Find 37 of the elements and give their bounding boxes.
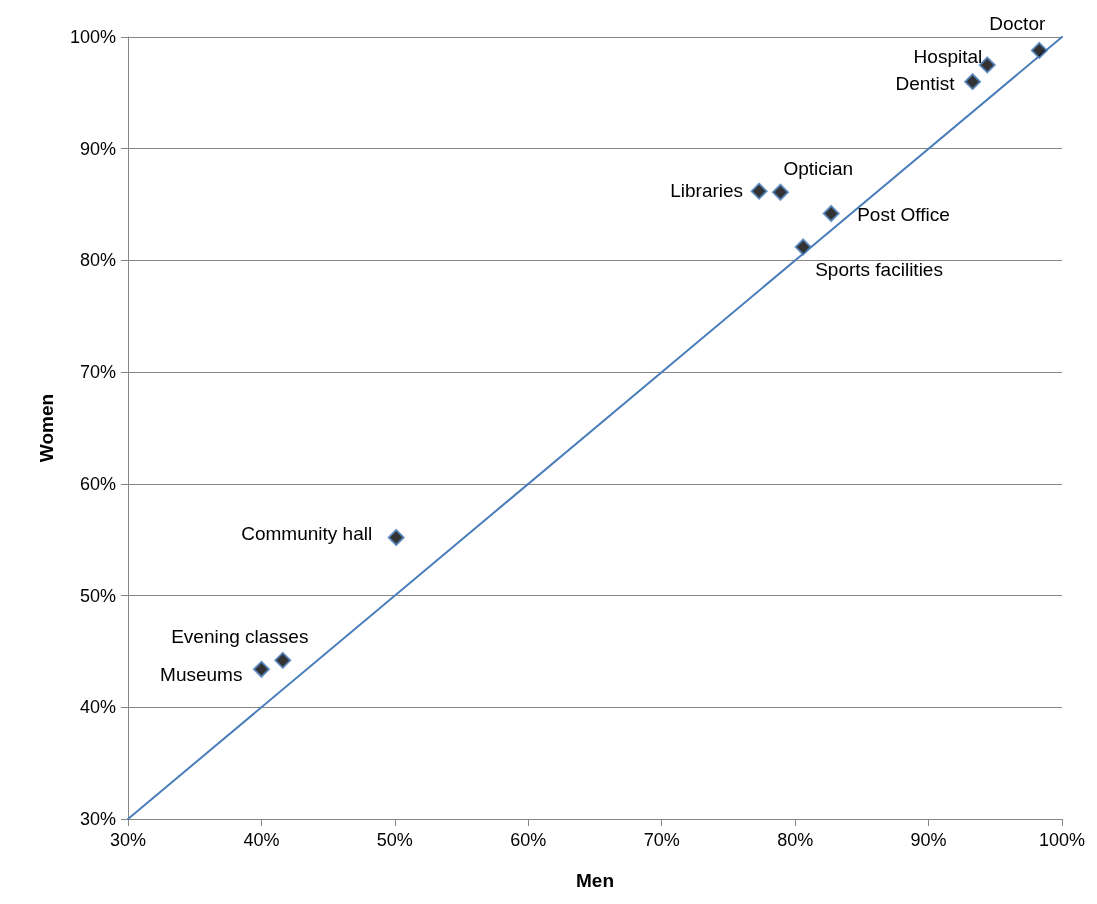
y-axis-title: Women (36, 393, 57, 463)
x-tick-label: 90% (910, 830, 947, 850)
y-tick-label: 50% (79, 585, 116, 606)
point (822, 205, 840, 223)
annotation: Sports facilities (815, 258, 943, 280)
point (387, 528, 405, 546)
y-tick-label: 70% (79, 362, 116, 383)
annotation: Dentist (895, 73, 956, 95)
annotation: Community hall (241, 522, 373, 544)
annotation: Post Office (857, 204, 950, 226)
y-tick-label: 80% (79, 250, 116, 271)
point (274, 651, 292, 669)
x-tick-label: 60% (510, 830, 547, 850)
y-tick-label: 90% (79, 138, 116, 159)
y-tick-label: 30% (79, 809, 116, 829)
x-axis-title: Men (576, 870, 614, 891)
y-tick-label: 40% (79, 697, 116, 718)
point (750, 182, 768, 200)
annotation: Museums (160, 663, 243, 685)
annotation: Libraries (670, 179, 744, 201)
point (771, 183, 789, 201)
y-tick-label: 60% (79, 473, 116, 494)
x-tick-label: 80% (777, 830, 814, 850)
x-tick-label: 100% (1038, 830, 1086, 850)
x-tick-label: 70% (643, 830, 680, 850)
x-tick-label: 50% (376, 830, 413, 850)
annotation: Hospital (913, 46, 983, 68)
point (794, 238, 812, 256)
annotation: Evening classes (171, 625, 309, 647)
annotation: Doctor (989, 12, 1046, 34)
point (1030, 41, 1048, 59)
y-tick-label: 100% (69, 27, 116, 47)
x-tick-label: 40% (243, 830, 280, 850)
annotation: Optician (783, 157, 854, 179)
point (964, 73, 982, 91)
point (252, 660, 270, 678)
x-tick-label: 30% (109, 830, 147, 850)
